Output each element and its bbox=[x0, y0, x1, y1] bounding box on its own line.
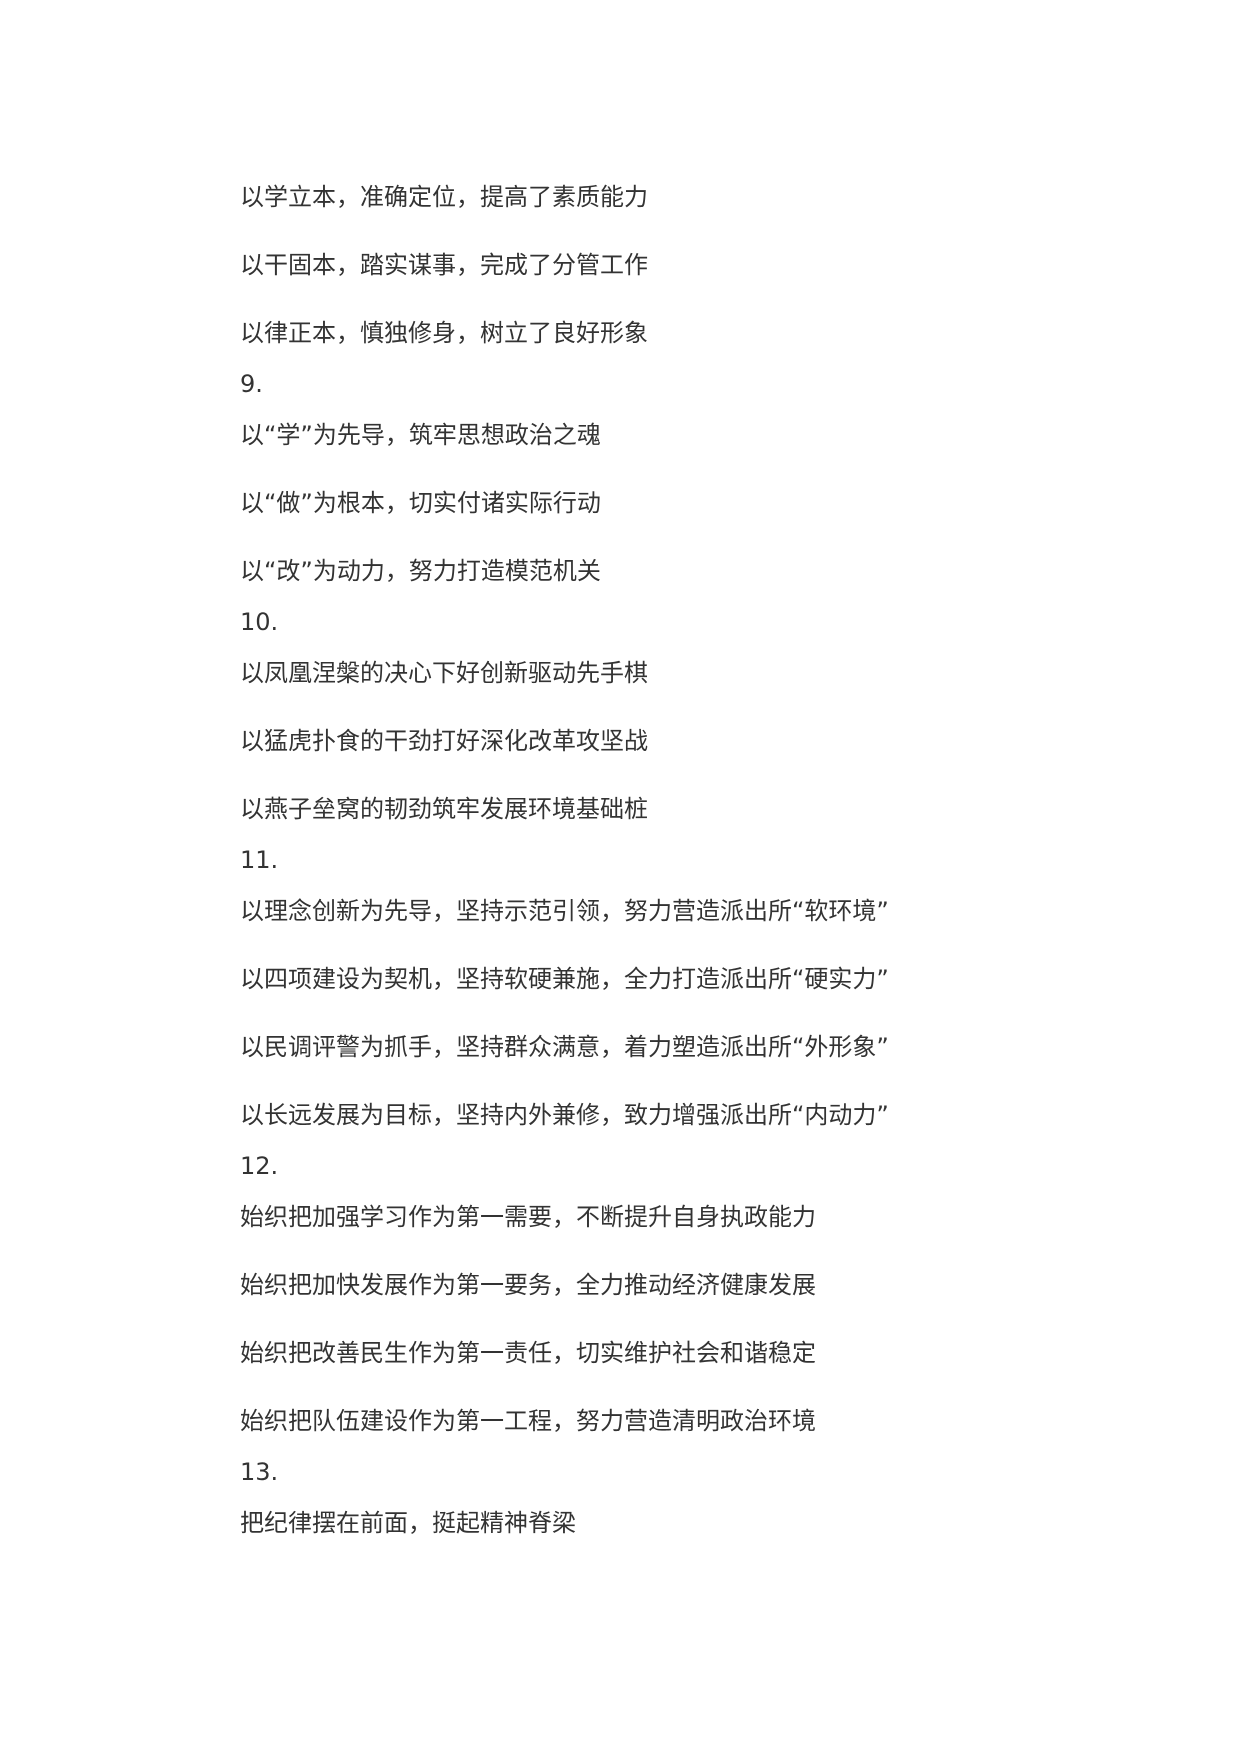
list-item: 以民调评警为抓手，坚持群众满意，着力塑造派出所“外形象” bbox=[240, 1033, 889, 1061]
list-item: 以律正本，慎独修身，树立了良好形象 bbox=[240, 319, 648, 347]
list-item: 以干固本，踏实谋事，完成了分管工作 bbox=[240, 251, 648, 279]
list-item: 把纪律摆在前面，挺起精神脊梁 bbox=[240, 1509, 576, 1537]
list-item: 始织把加快发展作为第一要务，全力推动经济健康发展 bbox=[240, 1271, 816, 1299]
list-item: 以“改”为动力，努力打造模范机关 bbox=[240, 557, 601, 585]
section-number: 10. bbox=[240, 608, 279, 636]
section-number: 12. bbox=[240, 1152, 279, 1180]
list-item: 以学立本，准确定位，提高了素质能力 bbox=[240, 183, 648, 211]
list-item: 以凤凰涅槃的决心下好创新驱动先手棋 bbox=[240, 659, 648, 687]
list-item: 以四项建设为契机，坚持软硬兼施，全力打造派出所“硬实力” bbox=[240, 965, 889, 993]
list-item: 以猛虎扑食的干劲打好深化改革攻坚战 bbox=[240, 727, 648, 755]
list-item: 以“做”为根本，切实付诸实际行动 bbox=[240, 489, 601, 517]
list-item: 始织把改善民生作为第一责任，切实维护社会和谐稳定 bbox=[240, 1339, 816, 1367]
section-number: 9. bbox=[240, 370, 263, 398]
list-item: 始织把队伍建设作为第一工程，努力营造清明政治环境 bbox=[240, 1407, 816, 1435]
list-item: 始织把加强学习作为第一需要，不断提升自身执政能力 bbox=[240, 1203, 816, 1231]
section-number: 11. bbox=[240, 846, 279, 874]
list-item: 以“学”为先导，筑牢思想政治之魂 bbox=[240, 421, 601, 449]
list-item: 以长远发展为目标，坚持内外兼修，致力增强派出所“内动力” bbox=[240, 1101, 889, 1129]
document-body: 以学立本，准确定位，提高了素质能力 以干固本，踏实谋事，完成了分管工作 以律正本，慎… bbox=[240, 172, 1140, 1549]
section-number: 13. bbox=[240, 1458, 279, 1486]
list-item: 以燕子垒窝的韧劲筑牢发展环境基础桩 bbox=[240, 795, 648, 823]
list-item: 以理念创新为先导，坚持示范引领，努力营造派出所“软环境” bbox=[240, 897, 889, 925]
